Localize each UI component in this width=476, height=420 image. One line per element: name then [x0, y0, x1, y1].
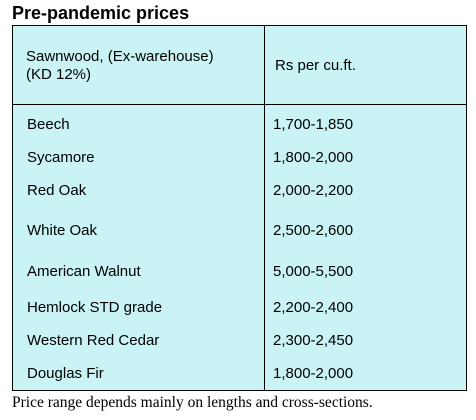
column-divider: [264, 26, 265, 390]
row-price-american-walnut: 5,000-5,500: [273, 263, 354, 280]
price-table: Sawnwood, (Ex-warehouse) (KD 12%) Rs per…: [12, 25, 467, 391]
species-header-line-1: Sawnwood, (Ex-warehouse): [26, 48, 214, 65]
row-species-western-red-cedar: Western Red Cedar: [27, 332, 160, 349]
row-species-beech: Beech: [27, 116, 70, 133]
row-species-hemlock: Hemlock STD grade: [27, 299, 163, 316]
row-species-sycamore: Sycamore: [27, 149, 95, 166]
row-species-douglas-fir: Douglas Fir: [27, 365, 104, 382]
header-divider: [13, 104, 466, 105]
row-species-american-walnut: American Walnut: [27, 263, 141, 280]
row-price-douglas-fir: 1,800-2,000: [273, 365, 354, 382]
species-header-line-2: (KD 12%): [26, 66, 92, 83]
row-price-hemlock: 2,200-2,400: [273, 299, 354, 316]
row-price-white-oak: 2,500-2,600: [273, 222, 354, 239]
footnote: Price range depends mainly on lengths an…: [12, 394, 373, 411]
row-price-western-red-cedar: 2,300-2,450: [273, 332, 354, 349]
species-column-header: Sawnwood, (Ex-warehouse) (KD 12%): [26, 48, 214, 84]
page-title: Pre-pandemic prices: [12, 3, 190, 23]
row-price-red-oak: 2,000-2,200: [273, 182, 354, 199]
price-column-header: Rs per cu.ft.: [275, 57, 356, 74]
row-price-beech: 1,700-1,850: [273, 116, 354, 133]
row-price-sycamore: 1,800-2,000: [273, 149, 354, 166]
row-species-white-oak: White Oak: [27, 222, 98, 239]
row-species-red-oak: Red Oak: [27, 182, 87, 199]
